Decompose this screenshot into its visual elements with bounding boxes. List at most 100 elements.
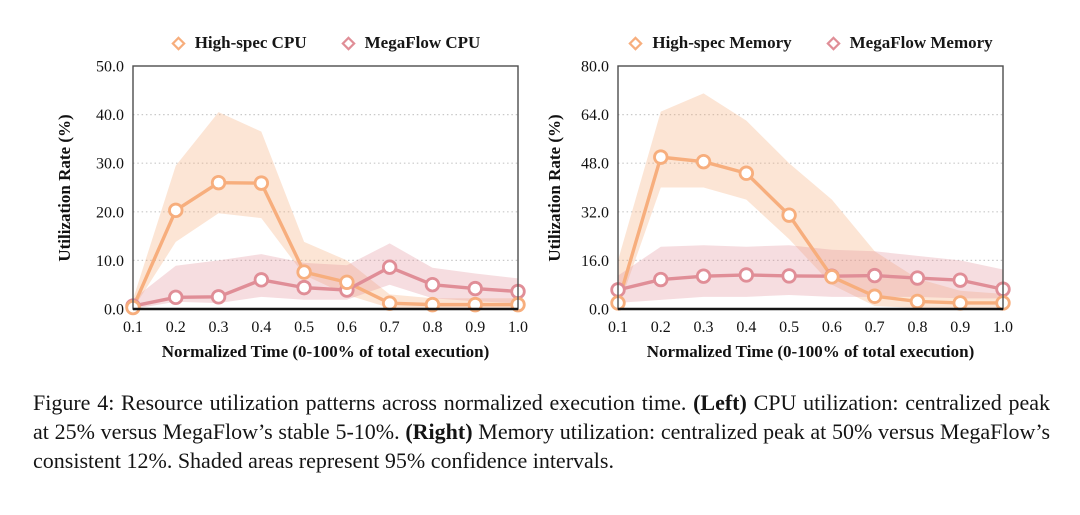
high_spec-marker <box>339 274 355 290</box>
cpu-utilization-chart: High-spec CPU MegaFlow CPU 0.0 10.0 20.0 30… <box>0 0 540 372</box>
y-tick-label: 32.0 <box>581 204 609 221</box>
caption-bold-right: (Right) <box>405 419 473 444</box>
megaflow-marker <box>781 268 797 284</box>
megaflow-marker <box>424 277 441 293</box>
high_spec-marker <box>296 264 312 280</box>
x-tick-label: 0.5 <box>779 319 799 336</box>
x-tick-label: 0.7 <box>380 319 400 336</box>
x-tick-label: 0.2 <box>166 319 186 336</box>
legend-item-high-spec-cpu: High-spec CPU <box>170 33 307 53</box>
high_spec-marker <box>866 288 883 304</box>
high_spec-confidence-band <box>618 93 1003 310</box>
cpu-chart-svg: 0.0 10.0 20.0 30.0 40.0 50.0 0.1 0.2 0.3 0.4 0.5 0.… <box>55 59 528 362</box>
y-tick-label: 48.0 <box>581 156 609 173</box>
megaflow-marker <box>695 268 712 284</box>
x-tick-label: 0.1 <box>608 319 628 336</box>
megaflow-marker <box>467 280 483 297</box>
megaflow-marker <box>381 259 398 275</box>
diamond-glyph <box>170 35 186 51</box>
x-tick-label: 0.6 <box>822 319 842 336</box>
high_spec-marker <box>210 174 227 191</box>
x-tick-label: 0.9 <box>950 319 970 336</box>
y-tick-label: 0.0 <box>589 302 609 319</box>
x-tick-label: 1.0 <box>508 319 528 336</box>
high_spec-marker <box>824 269 840 285</box>
megaflow-diamond-icon <box>340 35 356 51</box>
high_spec-marker <box>781 207 797 223</box>
legend-item-megaflow-cpu: MegaFlow CPU <box>340 33 481 53</box>
x-tick-label: 1.0 <box>993 319 1013 336</box>
high_spec-marker <box>653 149 669 165</box>
diamond-glyph <box>825 35 841 51</box>
figure-4: High-spec CPU MegaFlow CPU 0.0 10.0 20.0 30… <box>0 0 1080 475</box>
high_spec-marker <box>738 165 755 181</box>
x-tick-label: 0.7 <box>865 319 885 336</box>
caption-text-2: CPU utilization: centralized peak at 25%… <box>33 390 1050 444</box>
cpu-x-axis-label: Normalized Time (0-100% of total executi… <box>162 342 490 361</box>
high_spec-confidence-band <box>133 112 518 309</box>
caption-text-1: Figure 4: Resource utilization patterns … <box>33 390 694 415</box>
caption-bold-left: (Left) <box>693 390 747 415</box>
figure-caption: Figure 4: Resource utilization patterns … <box>33 388 1050 475</box>
y-tick-label: 0.0 <box>104 302 124 319</box>
x-tick-label: 0.5 <box>294 319 314 336</box>
megaflow-marker <box>653 271 669 288</box>
megaflow-marker <box>253 272 270 288</box>
y-tick-label: 30.0 <box>96 156 124 173</box>
high_spec-marker <box>253 175 270 191</box>
megaflow-marker <box>738 267 755 283</box>
y-tick-label: 64.0 <box>581 107 609 124</box>
y-tick-label: 16.0 <box>581 253 609 270</box>
x-tick-label: 0.6 <box>337 319 357 336</box>
diamond-glyph <box>628 35 644 51</box>
x-tick-label: 0.4 <box>251 319 271 336</box>
caption-text-3: Memory utilization: centralized peak at … <box>33 419 1051 473</box>
memory-x-axis-label: Normalized Time (0-100% of total executi… <box>647 342 975 361</box>
high_spec-marker <box>952 295 968 311</box>
megaflow-diamond-icon <box>825 35 841 51</box>
megaflow-marker <box>210 289 227 305</box>
y-tick-label: 80.0 <box>581 59 609 76</box>
megaflow-marker <box>296 279 312 296</box>
high_spec-marker <box>381 295 398 311</box>
x-tick-label: 0.2 <box>651 319 671 336</box>
high_spec-marker <box>168 202 184 219</box>
high-spec-diamond-icon <box>628 35 644 51</box>
legend-label-megaflow-memory: MegaFlow Memory <box>849 33 993 52</box>
x-tick-label: 0.1 <box>123 319 143 336</box>
megaflow-line <box>131 265 520 308</box>
megaflow-marker <box>866 267 883 284</box>
legend-label-megaflow-cpu: MegaFlow CPU <box>364 33 481 52</box>
megaflow-marker <box>168 289 184 306</box>
legend-item-high-spec-memory: High-spec Memory <box>628 33 792 53</box>
megaflow-confidence-band <box>618 245 1003 303</box>
memory-plot-area: 0.0 16.0 32.0 48.0 64.0 80.0 0.1 0.2 0.3 0.4 0.5 0.… <box>581 59 1013 337</box>
megaflow-marker <box>952 272 968 288</box>
high-spec-diamond-icon <box>170 35 186 51</box>
y-tick-label: 10.0 <box>96 253 124 270</box>
cpu-plot-area: 0.0 10.0 20.0 30.0 40.0 50.0 0.1 0.2 0.3 0.4 0.5 0.… <box>96 59 528 337</box>
diamond-glyph <box>340 35 356 51</box>
x-tick-label: 0.8 <box>907 319 927 336</box>
high_spec-marker <box>695 153 712 170</box>
high_spec-marker <box>909 293 926 310</box>
y-tick-label: 40.0 <box>96 107 124 124</box>
memory-chart-legend: High-spec Memory MegaFlow Memory <box>618 33 1003 53</box>
x-tick-label: 0.9 <box>465 319 485 336</box>
memory-chart-svg: 0.0 16.0 32.0 48.0 64.0 80.0 0.1 0.2 0.3 0.4 0.5 0.… <box>545 59 1013 362</box>
megaflow-line <box>616 273 1005 292</box>
y-tick-label: 50.0 <box>96 59 124 76</box>
x-tick-label: 0.8 <box>422 319 442 336</box>
memory-y-axis-label: Utilization Rate (%) <box>545 114 564 261</box>
legend-label-high-spec-cpu: High-spec CPU <box>194 33 307 52</box>
memory-utilization-chart: High-spec Memory MegaFlow Memory 0.0 16.0… <box>540 0 1080 372</box>
legend-label-high-spec-memory: High-spec Memory <box>652 33 792 52</box>
x-tick-label: 0.3 <box>694 319 714 336</box>
high_spec-line <box>131 180 520 310</box>
cpu-y-axis-label: Utilization Rate (%) <box>55 114 74 261</box>
high_spec-line <box>616 155 1005 305</box>
cpu-chart-legend: High-spec CPU MegaFlow CPU <box>133 33 518 53</box>
megaflow-marker <box>909 270 926 286</box>
x-tick-label: 0.4 <box>736 319 756 336</box>
y-tick-label: 20.0 <box>96 204 124 221</box>
